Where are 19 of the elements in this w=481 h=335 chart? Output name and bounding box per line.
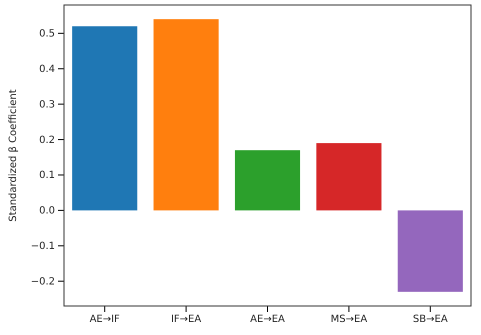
bar	[234, 150, 300, 210]
bar	[72, 26, 138, 210]
x-tick-label: AE→EA	[250, 314, 286, 326]
y-tick-label: 0.0	[39, 206, 55, 217]
y-tick-label: −0.2	[30, 276, 55, 288]
y-tick-label: 0.3	[39, 99, 55, 110]
x-tick-label: MS→EA	[330, 314, 368, 326]
y-axis-title: Standardized β Coefficient	[8, 89, 19, 222]
y-tick-label: 0.4	[39, 64, 55, 75]
x-tick-label: AE→IF	[90, 314, 120, 326]
bar	[398, 210, 463, 292]
x-tick-label: SB→EA	[412, 314, 448, 326]
bar	[154, 19, 219, 210]
y-tick-label: 0.5	[39, 28, 55, 40]
x-tick-label: IF→EA	[170, 314, 202, 326]
bar	[316, 143, 382, 210]
y-tick-label: −0.1	[30, 241, 55, 252]
y-tick-label: 0.1	[39, 170, 55, 182]
y-tick-label: 0.2	[39, 134, 55, 146]
